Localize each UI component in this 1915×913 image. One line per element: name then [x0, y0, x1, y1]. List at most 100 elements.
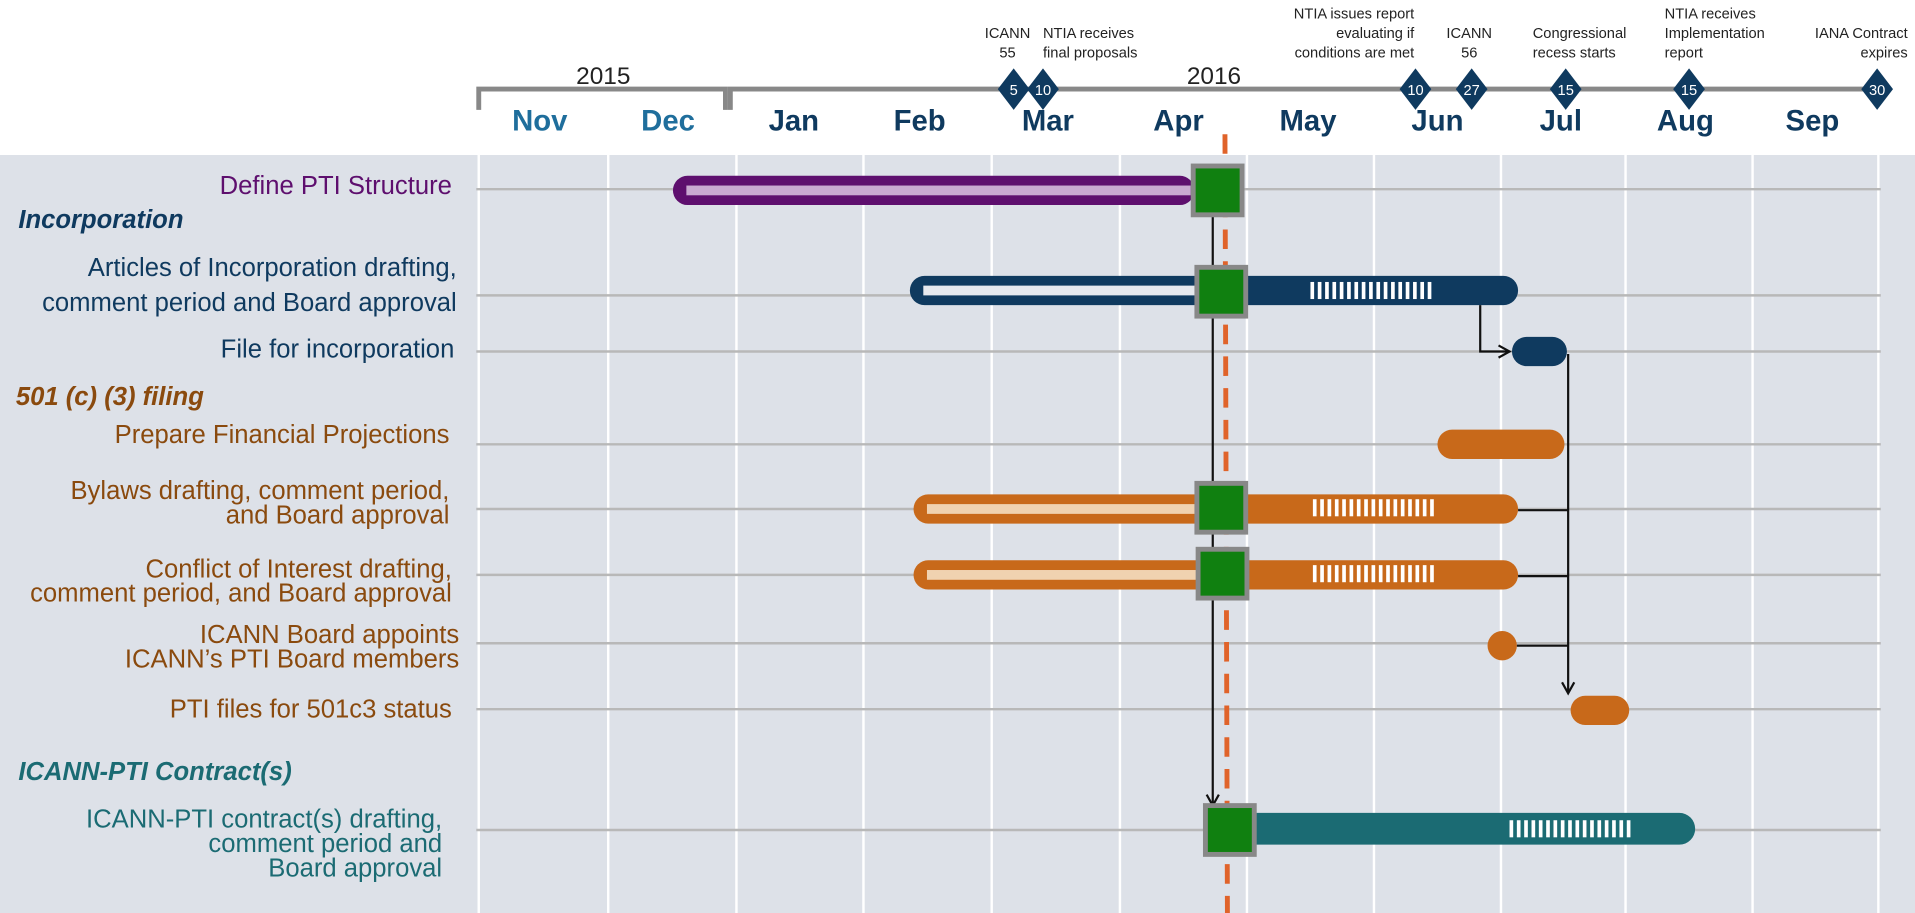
hatch — [1509, 820, 1514, 838]
hatch — [1356, 499, 1361, 517]
hatch — [1356, 565, 1361, 583]
hatch — [1400, 565, 1405, 583]
hatch — [1398, 281, 1403, 300]
milestone-day: 5 — [1010, 83, 1018, 99]
hatch — [1312, 565, 1317, 583]
task-label: Conflict of Interest drafting, — [146, 555, 452, 583]
milestone-label: Implementation — [1665, 26, 1765, 42]
hatch — [1386, 565, 1390, 583]
hatch — [1405, 281, 1410, 300]
hatch — [1427, 281, 1432, 300]
hatch — [1327, 565, 1332, 583]
hatch — [1415, 565, 1420, 583]
hatch — [1376, 281, 1381, 300]
hatch — [1546, 820, 1550, 838]
hatch — [1310, 281, 1315, 300]
task-label: PTI files for 501c3 status — [170, 696, 452, 724]
hatch — [1553, 820, 1558, 838]
hatch — [1342, 565, 1346, 583]
month-label: Mar — [1022, 105, 1074, 138]
milestone-label: NTIA issues report — [1294, 6, 1414, 22]
hatch — [1371, 499, 1376, 517]
milestone-label: IANA Contract — [1815, 26, 1908, 42]
hatch — [1531, 820, 1536, 838]
hatch — [1332, 281, 1337, 300]
task-label: comment period and — [208, 830, 442, 858]
task-label: Bylaws drafting, comment period, — [70, 477, 449, 505]
hatch — [1430, 565, 1434, 583]
hatch — [1597, 820, 1602, 838]
hatch — [1516, 820, 1521, 838]
task-bar — [1437, 429, 1565, 459]
hatch — [1364, 499, 1368, 517]
month-label: Aug — [1657, 105, 1714, 138]
hatch — [1371, 565, 1376, 583]
milestone-label: 56 — [1461, 45, 1477, 61]
hatch — [1590, 820, 1594, 838]
hatch — [1568, 820, 1572, 838]
hatch — [1325, 281, 1329, 300]
status-square — [1190, 163, 1245, 218]
hatch — [1354, 281, 1359, 300]
milestone-day: 15 — [1558, 83, 1574, 99]
milestone-label: NTIA receives — [1043, 26, 1134, 42]
milestone-label: Congressional — [1533, 26, 1627, 42]
hatch — [1538, 820, 1543, 838]
hatch — [1378, 499, 1383, 517]
task-label: ICANN’s PTI Board members — [125, 646, 459, 674]
milestone-diamond — [1455, 68, 1488, 110]
hatch — [1342, 499, 1346, 517]
milestone-day: 10 — [1407, 83, 1423, 99]
month-label: Jun — [1411, 105, 1463, 138]
hatch — [1393, 499, 1398, 517]
task-bar — [1570, 695, 1630, 726]
milestone-label: recess starts — [1533, 45, 1616, 61]
hatch — [1361, 281, 1366, 300]
hatch — [1422, 499, 1427, 517]
hatch — [1378, 565, 1383, 583]
task-label: Define PTI Structure — [220, 172, 452, 200]
hatch — [1320, 565, 1324, 583]
hatch — [1413, 281, 1417, 300]
hatch — [1391, 281, 1395, 300]
milestone-label: 55 — [999, 45, 1015, 61]
task-label: Prepare Financial Projections — [115, 421, 450, 449]
hatch — [1347, 281, 1351, 300]
milestone-label: NTIA receives — [1665, 6, 1756, 22]
hatch — [1524, 820, 1528, 838]
milestone-label: expires — [1860, 45, 1907, 61]
hatch — [1369, 281, 1373, 300]
milestone-day: 15 — [1681, 83, 1697, 99]
section-heading: 501 (c) (3) filing — [16, 383, 204, 411]
hatch — [1408, 565, 1412, 583]
hatch — [1619, 820, 1624, 838]
status-square — [1195, 546, 1250, 601]
hatch — [1420, 281, 1425, 300]
milestone-diamond — [1399, 68, 1432, 110]
hatch — [1400, 499, 1405, 517]
milestone-diamond — [1673, 68, 1705, 110]
milestone-day: 27 — [1464, 83, 1480, 99]
milestone-diamond — [1861, 68, 1894, 110]
year-label: 2015 — [576, 63, 630, 90]
hatch — [1349, 565, 1354, 583]
section-heading: ICANN-PTI Contract(s) — [18, 758, 291, 786]
hatch — [1560, 820, 1565, 838]
month-label: Sep — [1786, 105, 1840, 138]
progress-stripe — [923, 285, 1203, 296]
month-label: Dec — [641, 105, 695, 138]
progress-stripe — [926, 504, 1203, 514]
section-heading: Incorporation — [18, 206, 183, 234]
hatch — [1327, 499, 1332, 517]
milestone-diamond — [997, 68, 1030, 110]
month-label: May — [1280, 105, 1338, 138]
milestone-label: ICANN — [1446, 26, 1492, 42]
task-label: File for incorporation — [221, 336, 455, 364]
task-bar — [1511, 336, 1567, 367]
task-label: Articles of Incorporation drafting, — [88, 254, 457, 282]
milestone-label: report — [1665, 45, 1703, 61]
hatch — [1364, 565, 1368, 583]
task-label: and Board approval — [226, 502, 450, 530]
task-bar — [1202, 812, 1696, 845]
